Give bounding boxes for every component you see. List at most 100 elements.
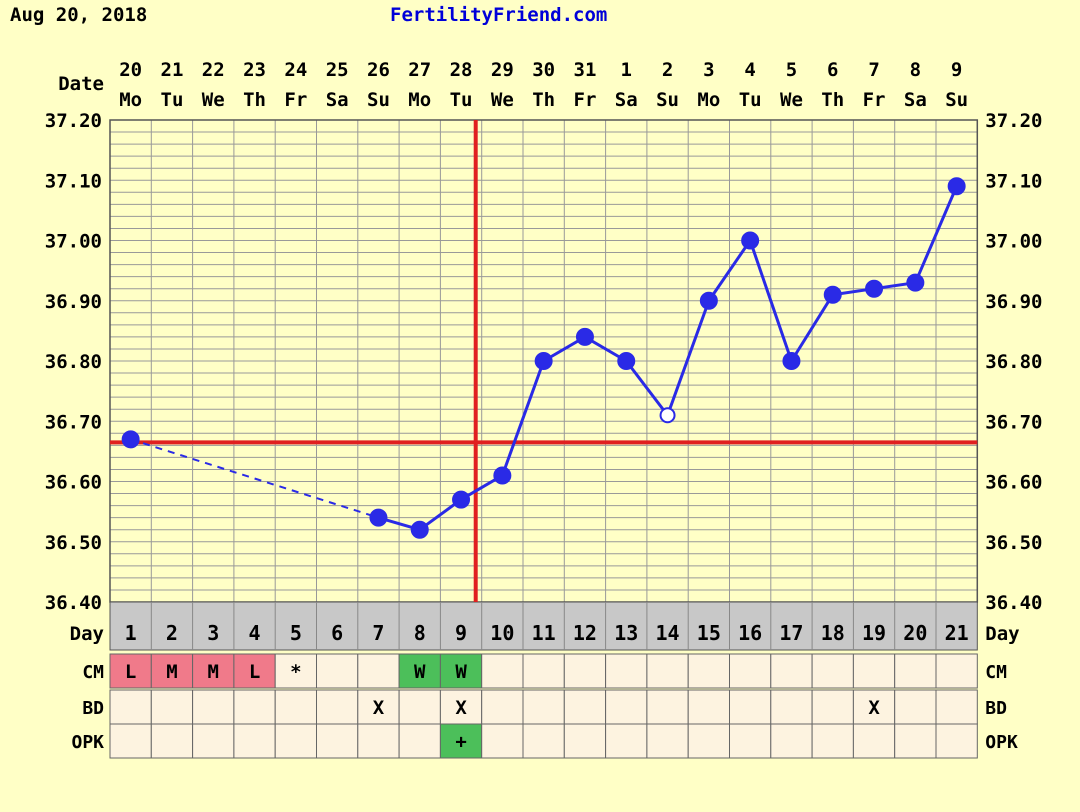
cm-cell <box>522 653 565 689</box>
weekday-label: Su <box>945 89 968 111</box>
opk-cell <box>522 723 565 759</box>
opk-cell <box>852 723 896 759</box>
opk-cell <box>150 723 194 759</box>
temp-line-segment <box>666 300 711 416</box>
temp-point <box>823 285 842 304</box>
bd-cell <box>150 689 194 725</box>
cycle-day-label: 15 <box>697 621 721 645</box>
bd-cell <box>192 689 235 725</box>
weekday-label: Fr <box>574 89 597 111</box>
date-label: 9 <box>951 59 962 81</box>
cycle-day-label: 14 <box>656 621 680 645</box>
weekday-label: Th <box>532 89 555 111</box>
cm-value: M <box>208 661 219 683</box>
weekday-label: We <box>202 89 225 111</box>
y-tick-label-right: 36.40 <box>985 592 1042 614</box>
weekday-label: Mo <box>697 89 720 111</box>
cm-cell <box>935 653 978 689</box>
opk-cell <box>605 723 648 759</box>
weekday-label: We <box>780 89 803 111</box>
weekday-label: Fr <box>863 89 886 111</box>
temp-point <box>699 291 718 310</box>
cm-value: L <box>125 661 136 683</box>
weekday-label: Sa <box>904 89 927 111</box>
date-label: 1 <box>621 59 632 81</box>
weekday-label: Mo <box>119 89 142 111</box>
weekday-label: Th <box>821 89 844 111</box>
cycle-day-label: 1 <box>125 621 137 645</box>
opk-cell <box>274 723 318 759</box>
temp-line-dashed <box>130 438 379 519</box>
opk-cell <box>563 723 607 759</box>
temp-point <box>617 352 636 370</box>
cm-cell <box>398 653 441 689</box>
cm-cell <box>357 653 400 689</box>
cycle-day-label: 2 <box>166 621 178 645</box>
opk-cell <box>687 723 731 759</box>
y-tick-label-right: 37.00 <box>985 231 1042 253</box>
cycle-day-label: 16 <box>738 621 762 645</box>
cm-row-label-left: CM <box>82 662 104 683</box>
date-label: 7 <box>868 59 879 81</box>
cycle-day-label: 8 <box>414 621 426 645</box>
y-tick-label-left: 36.60 <box>45 472 102 494</box>
site-name[interactable]: FertilityFriend.com <box>390 4 608 26</box>
cycle-day-label: 10 <box>490 621 514 645</box>
temp-line-segment <box>790 293 835 362</box>
date-label: 24 <box>284 59 307 81</box>
cycle-day-label: 12 <box>573 621 597 645</box>
opk-cell <box>729 723 772 759</box>
cycle-day-label: 6 <box>331 621 343 645</box>
cm-cell <box>439 653 483 689</box>
cm-cell <box>646 653 689 689</box>
temp-point <box>947 177 966 196</box>
temp-point <box>906 273 925 292</box>
cm-cell <box>233 653 276 689</box>
opk-cell <box>894 723 937 759</box>
date-label: 5 <box>786 59 797 81</box>
date-label: 3 <box>703 59 714 81</box>
opk-row-label-right: OPK <box>985 732 1018 753</box>
bd-cell <box>109 689 152 725</box>
y-tick-label-left: 36.80 <box>45 351 102 373</box>
cm-cell <box>729 653 772 689</box>
cm-cell <box>605 653 648 689</box>
temp-point <box>369 508 388 527</box>
y-tick-label-right: 36.80 <box>985 351 1042 373</box>
date-row-label: Date <box>58 73 104 95</box>
date-label: 29 <box>491 59 514 81</box>
temp-point <box>121 430 140 449</box>
temp-line-segment <box>707 239 752 302</box>
bd-cell <box>357 689 400 725</box>
y-tick-label-right: 36.90 <box>985 291 1042 313</box>
weekday-label: Tu <box>161 89 184 111</box>
y-tick-label-left: 36.70 <box>45 411 102 433</box>
temp-point <box>410 520 429 539</box>
temp-line-segment <box>913 185 959 284</box>
bd-cell <box>481 689 524 725</box>
bd-cell <box>811 689 854 725</box>
cm-cell <box>811 653 854 689</box>
cm-cell <box>687 653 731 689</box>
temp-point <box>865 279 884 298</box>
date-label: 4 <box>744 59 755 81</box>
bd-cell <box>522 689 565 725</box>
temp-point <box>493 466 512 485</box>
weekday-label: Tu <box>450 89 473 111</box>
bd-cell <box>646 689 689 725</box>
temp-point <box>452 490 471 509</box>
opk-cell <box>935 723 978 759</box>
bd-cell <box>935 689 978 725</box>
opk-value: + <box>455 731 466 753</box>
y-tick-label-right: 37.20 <box>985 110 1042 132</box>
bd-row-label-left: BD <box>82 698 104 719</box>
bd-cell <box>605 689 648 725</box>
opk-cell <box>192 723 235 759</box>
cycle-day-label: 21 <box>945 621 969 645</box>
bd-cell <box>274 689 318 725</box>
temp-line-segment <box>500 360 546 476</box>
weekday-label: Su <box>367 89 390 111</box>
bd-value: X <box>373 697 385 719</box>
weekday-label: We <box>491 89 514 111</box>
cm-value: M <box>166 661 177 683</box>
